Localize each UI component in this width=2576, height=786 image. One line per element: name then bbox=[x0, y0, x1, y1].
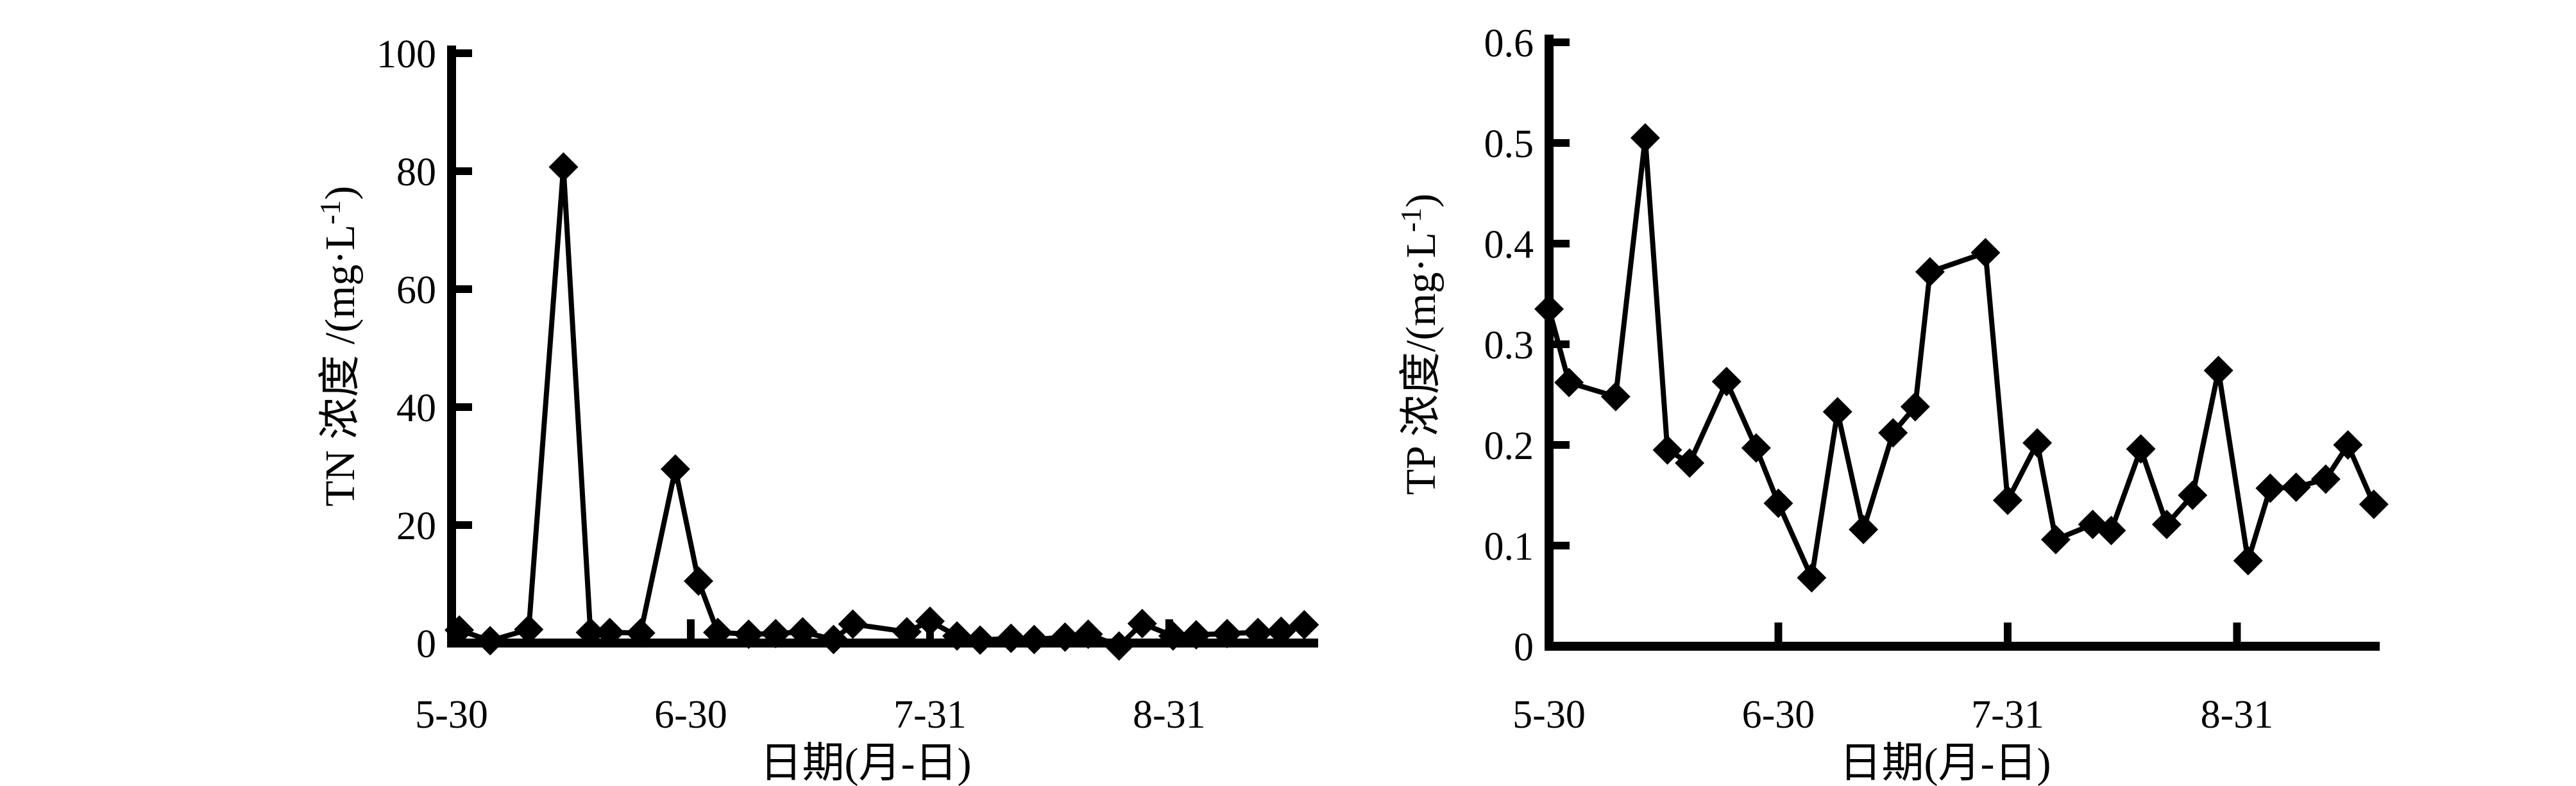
data-point-marker bbox=[2310, 464, 2341, 494]
data-point-marker bbox=[548, 152, 579, 182]
data-point-marker bbox=[1822, 397, 1852, 427]
data-point-marker bbox=[1050, 622, 1080, 652]
data-line bbox=[1546, 135, 2377, 581]
data-point-marker bbox=[2203, 355, 2233, 385]
data-point-marker bbox=[1243, 617, 1273, 648]
data-point-marker bbox=[1181, 620, 1211, 650]
data-point-marker bbox=[965, 625, 996, 655]
y-tick-label: 80 bbox=[396, 151, 436, 194]
data-point-marker bbox=[595, 617, 625, 648]
y-tick-label: 0.6 bbox=[1484, 22, 1534, 65]
y-tick-label: 0 bbox=[416, 623, 436, 666]
tn-chart-svg: 0 20 40 60 80 100 5-30 6-30 7-31 8-31 日期(月-日) TN 浓度… bbox=[314, 33, 1319, 786]
data-line bbox=[458, 164, 1305, 649]
y-tick-label: 0.1 bbox=[1484, 525, 1534, 569]
data-point-marker bbox=[1554, 367, 1584, 397]
x-axis-title: 日期(月-日) bbox=[1840, 740, 2051, 786]
tp-chart-panel: 0 0.1 0.2 0.3 0.4 0.5 0.6 5-30 6-30 7-31 8-31 日期(月-… bbox=[1366, 0, 2576, 786]
y-tick-label: 0.3 bbox=[1484, 324, 1534, 367]
data-point-marker bbox=[1849, 514, 1879, 544]
x-tick-label: 6-30 bbox=[654, 693, 727, 737]
data-point-marker bbox=[1534, 294, 1564, 324]
data-point-marker bbox=[1600, 381, 1631, 412]
data-point-marker bbox=[1675, 448, 1705, 478]
y-axis-title: TN 浓度 /(mg·L-1) bbox=[314, 186, 364, 506]
data-point-marker bbox=[2333, 430, 2363, 460]
data-point-marker bbox=[1630, 123, 1660, 153]
y-tick-label: 60 bbox=[396, 269, 436, 312]
data-point-marker bbox=[1019, 624, 1049, 655]
data-point-marker bbox=[1797, 563, 1827, 593]
data-point-marker bbox=[838, 609, 868, 639]
data-point-marker bbox=[1878, 418, 1908, 448]
x-tick-label: 5-30 bbox=[1513, 693, 1586, 737]
data-point-marker bbox=[2126, 434, 2156, 464]
data-point-marker bbox=[2178, 480, 2208, 510]
data-point-marker bbox=[2359, 489, 2389, 519]
data-point-marker bbox=[892, 617, 922, 647]
data-point-marker bbox=[1212, 619, 1242, 649]
data-point-marker bbox=[2096, 515, 2126, 546]
data-point-marker bbox=[1900, 392, 1930, 422]
data-point-marker bbox=[2281, 472, 2311, 502]
data-point-marker bbox=[1992, 485, 2022, 515]
data-point-marker bbox=[1127, 608, 1157, 639]
y-axis-title: TP 浓度/(mg·L-1) bbox=[1394, 194, 1445, 495]
x-tick-label: 7-31 bbox=[894, 693, 967, 737]
y-tick-label: 0.5 bbox=[1484, 122, 1534, 166]
data-point-marker bbox=[818, 624, 849, 655]
x-tick-label: 8-31 bbox=[1133, 693, 1206, 737]
data-point-marker bbox=[2040, 524, 2071, 555]
y-tick-label: 40 bbox=[396, 387, 436, 430]
y-tick-label: 0.4 bbox=[1484, 223, 1534, 267]
x-axis-title: 日期(月-日) bbox=[760, 740, 972, 786]
data-point-marker bbox=[1266, 616, 1296, 646]
data-point-marker bbox=[2022, 428, 2053, 458]
tp-chart-svg: 0 0.1 0.2 0.3 0.4 0.5 0.6 5-30 6-30 7-31 8-31 日期(月-… bbox=[1394, 22, 2389, 786]
data-point-marker bbox=[1652, 435, 1682, 465]
tn-chart-panel: 0 20 40 60 80 100 5-30 6-30 7-31 8-31 日期(月-日) TN 浓度… bbox=[314, 33, 1319, 786]
data-point-marker bbox=[2233, 546, 2263, 576]
data-point-marker bbox=[1763, 489, 1793, 519]
data-point-marker bbox=[761, 619, 791, 649]
data-point-marker bbox=[1711, 367, 1741, 397]
data-point-marker bbox=[2255, 473, 2285, 503]
data-point-marker bbox=[788, 617, 818, 647]
data-point-marker bbox=[514, 614, 544, 644]
y-tick-label: 100 bbox=[377, 33, 436, 76]
data-point-marker bbox=[1741, 433, 1771, 463]
x-tick-label: 8-31 bbox=[2201, 693, 2274, 737]
data-point-marker bbox=[1104, 631, 1134, 661]
data-point-marker bbox=[915, 606, 945, 636]
data-point-marker bbox=[625, 618, 656, 648]
data-point-marker bbox=[445, 615, 475, 645]
data-point-marker bbox=[1073, 619, 1103, 649]
data-point-marker bbox=[575, 617, 606, 648]
data-point-marker bbox=[996, 623, 1026, 653]
data-point-marker bbox=[475, 626, 505, 656]
x-tick-label: 5-30 bbox=[415, 693, 488, 737]
y-tick-label: 20 bbox=[396, 505, 436, 548]
data-point-marker bbox=[2151, 510, 2182, 540]
data-point-marker bbox=[1970, 238, 2001, 268]
data-point-marker bbox=[734, 619, 764, 649]
data-point-marker bbox=[942, 621, 972, 651]
data-point-marker bbox=[660, 454, 690, 484]
data-point-marker bbox=[683, 566, 713, 596]
x-tick-label: 7-31 bbox=[1971, 693, 2044, 737]
y-tick-label: 0.2 bbox=[1484, 424, 1534, 468]
x-tick-label: 6-30 bbox=[1742, 693, 1815, 737]
y-tick-label: 0 bbox=[1514, 626, 1534, 669]
data-point-marker bbox=[1158, 621, 1188, 651]
data-point-marker bbox=[703, 617, 733, 648]
data-point-marker bbox=[1915, 256, 1945, 287]
data-point-marker bbox=[1289, 610, 1319, 640]
